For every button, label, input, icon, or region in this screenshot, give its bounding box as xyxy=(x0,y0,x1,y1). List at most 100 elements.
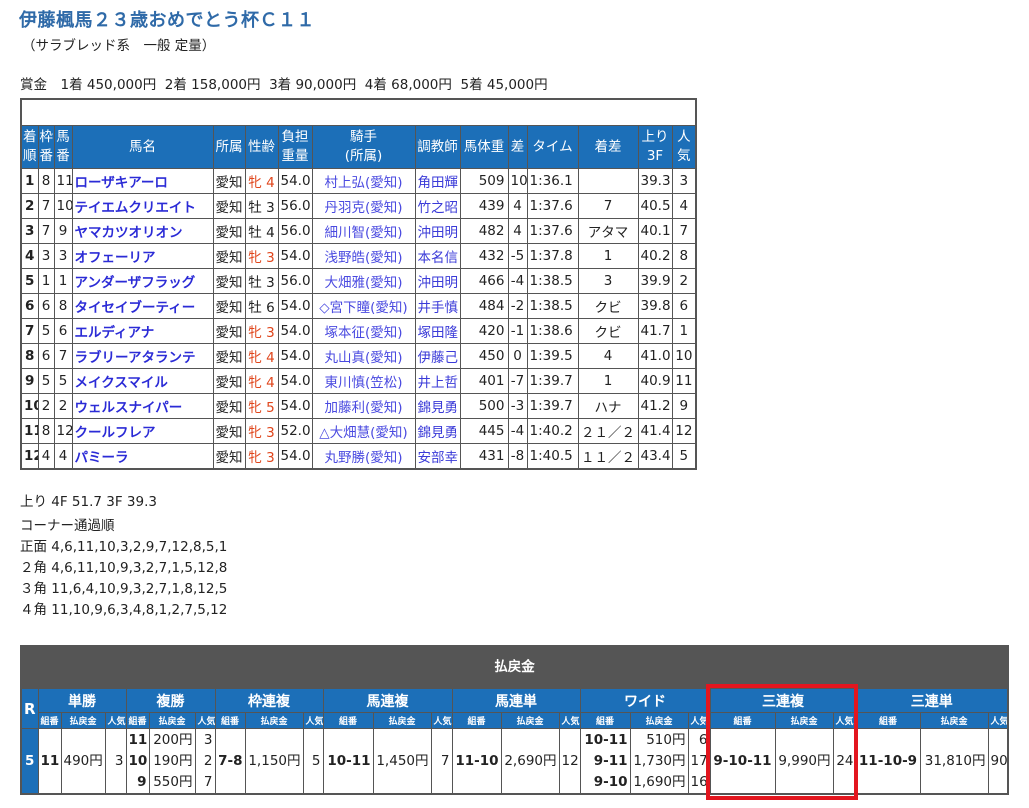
table-row: 5 1 1 アンダーザフラッグ 愛知牡 3 56.0 大畑雅(愛知) 沖田明 466 -4 1:38… xyxy=(20,268,697,294)
jockey-cell[interactable]: △大畑慧(愛知) xyxy=(311,418,416,444)
sub-header: 払戻金 xyxy=(774,712,834,729)
sub-header: 組番 xyxy=(451,712,502,729)
popularity-cell: 11 xyxy=(671,368,697,394)
weight-carried-cell: 54.0 xyxy=(277,368,313,394)
trainer-cell[interactable]: 沖田明 xyxy=(414,268,461,294)
margin-cell: 3 xyxy=(577,268,639,294)
horse-name-cell[interactable]: ローザキアーロ xyxy=(71,168,214,194)
sub-header: 組番 xyxy=(855,712,921,729)
race-col-header: R xyxy=(20,688,39,729)
trainer-cell[interactable]: 井上哲 xyxy=(414,368,461,394)
margin-cell: クビ xyxy=(577,318,639,344)
jockey-cell[interactable]: 加藤利(愛知) xyxy=(311,393,416,419)
jockey-cell[interactable]: 村上弘(愛知) xyxy=(311,168,416,194)
horse-number-cell: 6 xyxy=(53,318,73,344)
jockey-cell[interactable]: 浅野皓(愛知) xyxy=(311,243,416,269)
affiliation-cell: 愛知 xyxy=(212,418,246,444)
payout-pop-cell: 6 17 16 xyxy=(687,728,711,795)
trainer-cell[interactable]: 塚田隆 xyxy=(414,318,461,344)
column-header: 馬名 xyxy=(71,125,214,169)
jockey-cell[interactable]: 東川慎(笠松) xyxy=(311,368,416,394)
horse-name-cell[interactable]: テイエムクリエイト xyxy=(71,193,214,219)
weight-diff-cell: -1 xyxy=(507,318,528,344)
horse-name-cell[interactable]: パミーラ xyxy=(71,443,214,470)
horse-name-cell[interactable]: メイクスマイル xyxy=(71,368,214,394)
payout-pop: 2 xyxy=(203,752,213,769)
time-cell: 1:39.7 xyxy=(526,368,579,394)
payout-pay-cell: 510円 1,730円 1,690円 xyxy=(629,728,689,795)
weight-diff-cell: -2 xyxy=(507,293,528,319)
margin-cell: １１／２ xyxy=(577,443,639,470)
sub-header: 払戻金 xyxy=(500,712,560,729)
finish-cell: 12 xyxy=(20,443,39,470)
jockey-cell[interactable]: 丸山真(愛知) xyxy=(311,343,416,369)
finish-cell: 10 xyxy=(20,393,39,419)
jockey-cell[interactable]: 丹羽克(愛知) xyxy=(311,193,416,219)
payout-combo-cell: 10-11 9-11 9-10 xyxy=(579,728,631,795)
payout-table: 払戻金 R 単勝 複勝 枠連複 馬連複 馬連単 ワイド 三連複 三連単 組番 払戻金 人気 組番 払戻金… xyxy=(20,645,1010,795)
margin-cell: クビ xyxy=(577,293,639,319)
weight-carried-cell: 54.0 xyxy=(277,243,313,269)
last-3f-cell: 39.3 xyxy=(637,168,673,194)
popularity-cell: 1 xyxy=(671,318,697,344)
jockey-cell[interactable]: 丸野勝(愛知) xyxy=(311,443,416,470)
body-weight-cell: 420 xyxy=(459,318,509,344)
last-3f-cell: 40.9 xyxy=(637,368,673,394)
payout-combo: 11 xyxy=(40,752,60,769)
horse-name-cell[interactable]: ラブリーアタランテ xyxy=(71,343,214,369)
horse-name-cell[interactable]: オフェーリア xyxy=(71,243,214,269)
affiliation-cell: 愛知 xyxy=(212,318,246,344)
payout-pop-cell: 3 xyxy=(104,728,127,795)
affiliation-cell: 愛知 xyxy=(212,243,246,269)
sub-header: 払戻金 xyxy=(244,712,304,729)
horse-name-cell[interactable]: ウェルスナイパー xyxy=(71,393,214,419)
trainer-cell[interactable]: 井手慎 xyxy=(414,293,461,319)
trainer-cell[interactable]: 安部幸 xyxy=(414,443,461,470)
jockey-cell[interactable]: 塚本征(愛知) xyxy=(311,318,416,344)
jockey-cell[interactable]: 大畑雅(愛知) xyxy=(311,268,416,294)
trainer-cell[interactable]: 本名信 xyxy=(414,243,461,269)
highlight-box xyxy=(706,684,858,800)
race-subtitle: （サラブレッド系 一般 定量） xyxy=(22,38,216,54)
payout-pay-cell: 200円 190円 550円 xyxy=(148,728,196,795)
time-cell: 1:37.8 xyxy=(526,243,579,269)
margin-cell: アタマ xyxy=(577,218,639,244)
corner-order: 正面 4,6,11,10,3,2,9,7,12,8,5,1 xyxy=(20,539,228,555)
bracket-cell: 4 xyxy=(37,443,55,470)
trainer-cell[interactable]: 伊藤己 xyxy=(414,343,461,369)
trainer-cell[interactable]: 竹之昭 xyxy=(414,193,461,219)
horse-name-cell[interactable]: タイセイブーティー xyxy=(71,293,214,319)
horse-name-cell[interactable]: アンダーザフラッグ xyxy=(71,268,214,294)
affiliation-cell: 愛知 xyxy=(212,268,246,294)
trainer-cell[interactable]: 角田輝 xyxy=(414,168,461,194)
trainer-cell[interactable]: 錦見勇 xyxy=(414,393,461,419)
table-row: 1 8 11 ローザキアーロ 愛知牝 4 54.0 村上弘(愛知) 角田輝 509 10 1:36.… xyxy=(20,168,697,194)
trainer-cell[interactable]: 沖田明 xyxy=(414,218,461,244)
bet-type-header: 三連単 xyxy=(855,688,1009,713)
horse-name-cell[interactable]: ヤマカツオリオン xyxy=(71,218,214,244)
jockey-cell[interactable]: ◇宮下瞳(愛知) xyxy=(311,293,416,319)
horse-name-cell[interactable]: クールフレア xyxy=(71,418,214,444)
margin-cell: 1 xyxy=(577,243,639,269)
body-weight-cell: 401 xyxy=(459,368,509,394)
payout-pop: 5 xyxy=(311,752,321,769)
bracket-cell: 2 xyxy=(37,393,55,419)
affiliation-cell: 愛知 xyxy=(212,368,246,394)
last-3f-cell: 40.2 xyxy=(637,243,673,269)
jockey-cell[interactable]: 細川智(愛知) xyxy=(311,218,416,244)
payout-pop-cell: 12 xyxy=(558,728,581,795)
column-header: 調教師 xyxy=(414,125,461,169)
weight-diff-cell: 0 xyxy=(507,343,528,369)
column-header: 人 気 xyxy=(671,125,697,169)
weight-carried-cell: 52.0 xyxy=(277,418,313,444)
trainer-cell[interactable]: 錦見勇 xyxy=(414,418,461,444)
payout-combo-cell: 10-11 xyxy=(322,728,374,795)
body-weight-cell: 431 xyxy=(459,443,509,470)
horse-name-cell[interactable]: エルディアナ xyxy=(71,318,214,344)
sub-header: 人気 xyxy=(430,712,453,729)
bracket-cell: 5 xyxy=(37,368,55,394)
finish-cell: 1 xyxy=(20,168,39,194)
margin-cell: ２１／２ xyxy=(577,418,639,444)
bet-type-header: 複勝 xyxy=(125,688,216,713)
bracket-cell: 8 xyxy=(37,168,55,194)
